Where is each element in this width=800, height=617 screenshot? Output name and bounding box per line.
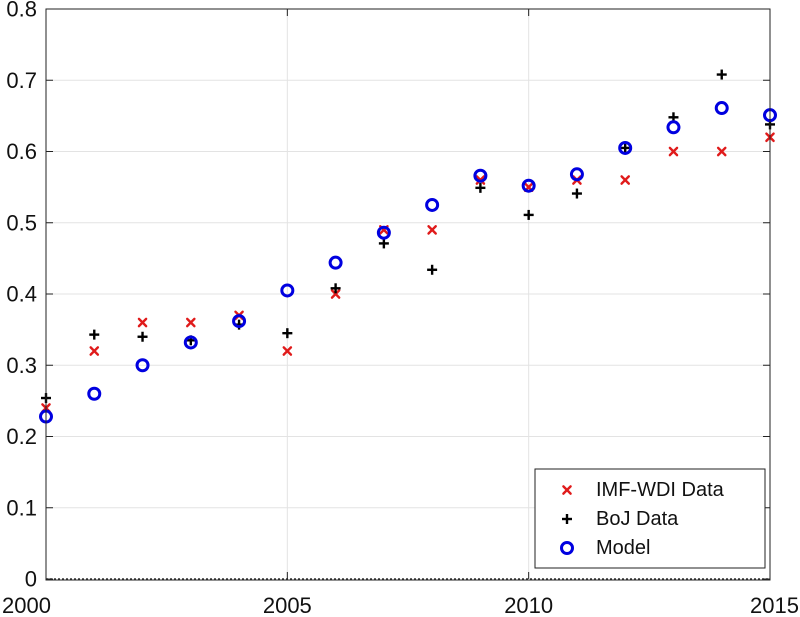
data-point-x xyxy=(716,146,727,157)
y-tick-label: 0 xyxy=(25,567,37,592)
series-layer xyxy=(39,69,777,424)
y-tick-label: 0.3 xyxy=(6,353,37,378)
data-point-x xyxy=(137,317,148,328)
legend-box xyxy=(534,468,766,569)
data-point-circle xyxy=(280,283,295,298)
data-point-plus xyxy=(571,188,582,199)
data-point-x xyxy=(185,317,196,328)
y-tick-label: 0.7 xyxy=(6,68,37,93)
data-point-plus xyxy=(427,264,438,275)
data-point-plus xyxy=(620,142,631,153)
data-point-circle xyxy=(714,101,729,116)
legend-marker-plus xyxy=(562,514,572,524)
data-point-x xyxy=(282,346,293,356)
y-tick-label: 0.6 xyxy=(6,139,37,164)
series-circle xyxy=(39,101,777,424)
grid-lines xyxy=(46,9,770,579)
legend-marker-circle xyxy=(560,541,574,555)
y-tick-label: 0.8 xyxy=(6,0,37,22)
y-tick-label: 0.1 xyxy=(6,495,37,520)
x-tick-label: 2015 xyxy=(750,593,799,617)
x-tick-label: 2005 xyxy=(263,593,312,617)
data-point-circle xyxy=(376,225,391,240)
data-point-plus xyxy=(716,69,727,80)
data-point-plus xyxy=(137,331,148,342)
legend: IMF-WDI Data BoJ Data Model xyxy=(534,468,766,569)
data-point-circle xyxy=(473,168,488,183)
data-point-circle xyxy=(183,335,198,350)
data-point-circle xyxy=(425,197,440,212)
y-tick-label: 0.5 xyxy=(6,210,37,235)
legend-label: Model xyxy=(596,537,650,559)
data-point-plus xyxy=(523,209,534,220)
data-point-x xyxy=(668,146,679,157)
data-point-circle xyxy=(135,358,150,373)
data-point-circle xyxy=(232,314,247,329)
data-point-x xyxy=(89,346,100,356)
legend-label: BoJ Data xyxy=(596,508,679,530)
legend-marker-x xyxy=(562,485,572,495)
data-point-x xyxy=(330,289,341,299)
data-point-circle xyxy=(618,140,633,155)
data-point-circle xyxy=(521,178,536,193)
data-point-circle xyxy=(328,255,343,270)
data-point-x xyxy=(427,225,437,235)
y-tick-label: 0.2 xyxy=(6,424,37,449)
y-tick-label: 0.4 xyxy=(6,282,37,307)
data-point-x xyxy=(620,175,630,185)
data-point-plus xyxy=(475,182,486,193)
legend-label: IMF-WDI Data xyxy=(596,479,725,501)
data-point-plus xyxy=(378,238,389,249)
x-tick-label: 2000 xyxy=(2,593,51,617)
data-point-plus xyxy=(89,329,100,340)
data-point-plus xyxy=(282,328,293,339)
data-point-circle xyxy=(666,120,681,135)
data-point-circle xyxy=(569,167,584,182)
data-point-plus xyxy=(330,283,341,294)
x-tick-label: 2010 xyxy=(504,593,553,617)
data-point-circle xyxy=(87,386,102,401)
